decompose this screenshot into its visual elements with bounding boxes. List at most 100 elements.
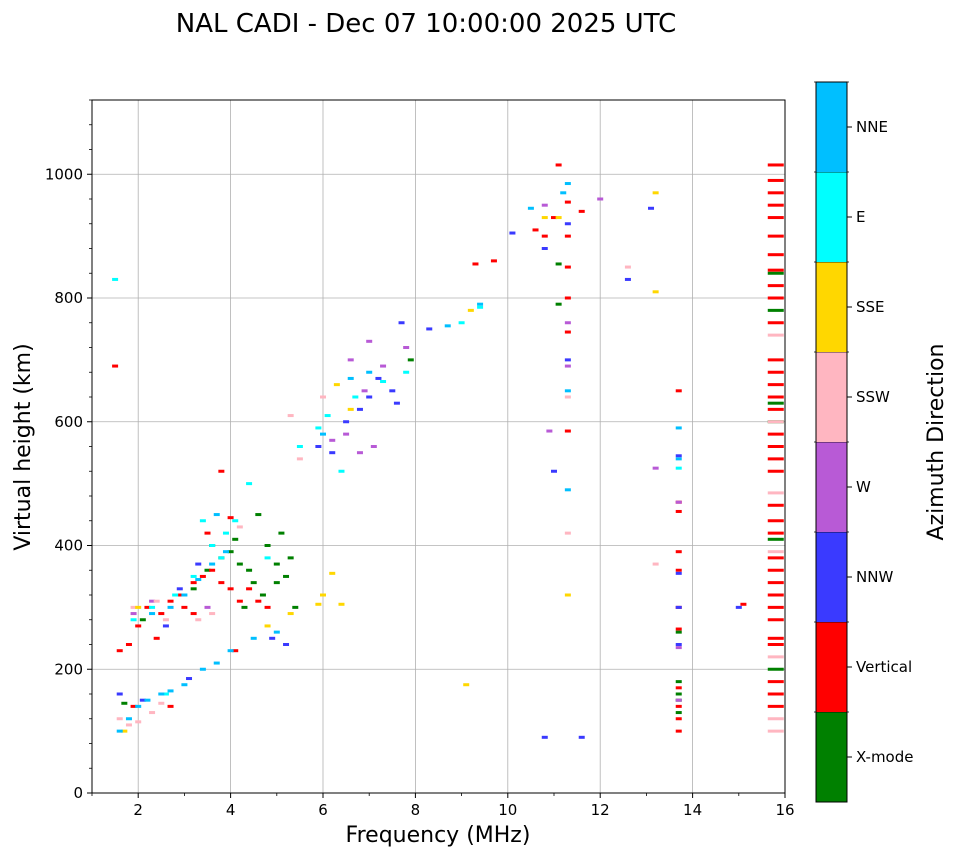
- data-point: [675, 389, 682, 393]
- data-point: [320, 395, 326, 399]
- data-point: [477, 302, 484, 306]
- data-point: [652, 562, 659, 566]
- data-point: [767, 216, 784, 220]
- x-tick-label: 16: [775, 801, 794, 819]
- data-point: [652, 191, 659, 195]
- data-point: [338, 469, 345, 473]
- data-point: [361, 389, 368, 393]
- data-point: [149, 711, 156, 715]
- data-point: [209, 562, 216, 566]
- data-point: [329, 571, 336, 575]
- data-point: [767, 491, 784, 495]
- data-point: [675, 426, 682, 430]
- data-point: [135, 624, 142, 628]
- data-point: [190, 574, 197, 578]
- data-point: [767, 537, 784, 541]
- data-point: [176, 593, 183, 597]
- data-point: [195, 618, 202, 622]
- data-point: [116, 649, 123, 653]
- data-point: [125, 643, 132, 646]
- data-point: [278, 531, 285, 535]
- data-point: [767, 191, 784, 195]
- colorbar-tick-label: SSW: [856, 388, 890, 406]
- data-point: [343, 420, 350, 424]
- data-point: [767, 605, 784, 609]
- data-point: [204, 568, 211, 572]
- data-point: [149, 599, 156, 603]
- axis-ticks: 2 4 6 8 10 12 14 16 0 200 400 600 800 1000: [45, 99, 795, 819]
- data-point: [477, 305, 484, 309]
- data-point: [767, 643, 784, 646]
- data-point: [324, 414, 331, 418]
- data-point: [162, 618, 169, 622]
- data-point: [250, 581, 257, 585]
- data-point: [264, 544, 271, 547]
- data-point: [181, 593, 188, 597]
- data-point: [767, 395, 784, 399]
- data-point: [767, 729, 784, 733]
- data-point: [767, 234, 784, 238]
- data-point: [232, 537, 239, 541]
- data-point: [767, 296, 784, 300]
- colorbar-segment: [816, 82, 847, 172]
- data-point: [767, 268, 784, 272]
- data-point: [287, 414, 294, 418]
- data-point: [578, 735, 585, 739]
- data-point: [329, 438, 336, 442]
- data-point: [130, 704, 137, 708]
- data-point: [227, 587, 234, 591]
- data-point: [551, 216, 557, 220]
- x-tick-label: 6: [318, 801, 328, 819]
- data-point: [375, 376, 382, 380]
- data-point: [204, 531, 211, 535]
- data-point: [135, 704, 142, 708]
- data-point: [624, 277, 631, 281]
- data-point: [767, 581, 784, 585]
- data-point: [356, 451, 363, 455]
- data-point: [269, 636, 276, 640]
- data-point: [116, 729, 123, 733]
- data-point: [652, 290, 659, 294]
- data-point: [767, 321, 784, 325]
- data-point: [767, 655, 784, 659]
- data-point: [222, 531, 229, 535]
- data-point: [273, 562, 280, 566]
- data-point: [264, 624, 271, 628]
- data-point: [218, 581, 225, 585]
- data-point: [162, 692, 169, 696]
- colorbar-segment: [816, 262, 847, 352]
- data-point: [366, 339, 373, 343]
- data-point: [241, 605, 248, 609]
- data-point: [675, 627, 682, 631]
- data-point: [767, 178, 784, 182]
- data-point: [564, 593, 571, 597]
- data-point: [675, 457, 682, 461]
- data-point: [236, 562, 243, 566]
- data-point: [675, 466, 682, 470]
- data-point: [675, 630, 682, 634]
- data-point: [283, 643, 290, 646]
- data-point: [329, 451, 336, 455]
- data-point: [116, 717, 123, 721]
- data-point: [767, 284, 784, 288]
- data-point: [541, 203, 548, 207]
- data-point: [190, 581, 197, 585]
- data-point: [389, 389, 396, 393]
- data-point: [541, 216, 548, 220]
- data-point: [204, 605, 211, 609]
- data-point: [190, 587, 197, 591]
- data-point: [555, 262, 562, 266]
- x-axis-label: Frequency (MHz): [346, 823, 531, 848]
- colorbar-tick-label: SSE: [856, 298, 885, 316]
- data-point: [624, 265, 631, 269]
- data-point: [236, 525, 243, 529]
- x-tick-label: 10: [498, 801, 517, 819]
- data-point: [153, 599, 160, 603]
- data-point: [167, 605, 174, 609]
- data-point: [181, 683, 188, 687]
- colorbar-segment: [816, 352, 847, 442]
- data-point: [213, 661, 220, 665]
- data-point: [767, 432, 784, 436]
- data-point: [172, 593, 179, 597]
